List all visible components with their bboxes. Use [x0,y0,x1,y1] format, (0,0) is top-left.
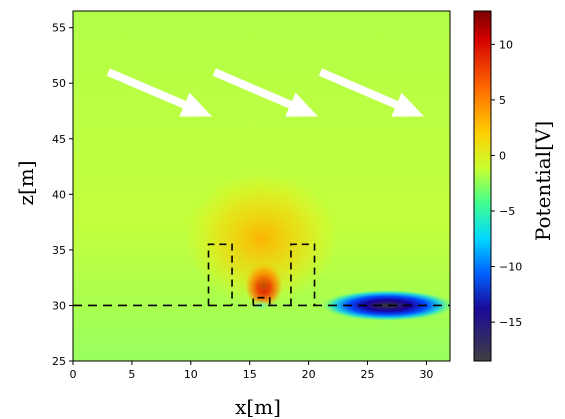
y-tick-label: 45 [52,133,66,146]
wind-arrow-2 [212,68,319,117]
y-axis-label: z[m] [14,160,38,205]
colorbar-tick-label: −15 [499,316,522,329]
colorbar-tick-label: 0 [499,149,506,162]
colorbar-label: Potential[V] [531,121,555,241]
x-tick-label: 25 [361,368,375,381]
colorbar-ticks: 10 5 0 −5 −10 −15 [491,38,522,329]
x-tick-label: 10 [184,368,198,381]
x-tick-label: 30 [419,368,433,381]
heatmap-feature-warm-region [184,172,339,306]
colorbar-tick-label: 10 [499,38,513,51]
colorbar-tick-label: −5 [499,205,515,218]
y-tick-label: 55 [52,22,66,35]
x-tick-label: 20 [302,368,316,381]
colorbar [473,10,492,362]
plot-area [73,11,450,361]
heatmap-features [184,172,450,321]
wind-arrow-1 [106,68,213,117]
building-outline-1 [207,243,233,306]
y-axis-ticks: 25 30 35 40 45 50 55 [52,22,73,368]
x-axis-ticks: 0 5 10 15 20 25 30 [70,361,433,381]
x-tick-label: 0 [70,368,77,381]
colorbar-tick-label: 5 [499,94,506,107]
colorbar-tick-label: −10 [499,261,522,274]
y-tick-label: 35 [52,244,66,257]
y-tick-label: 50 [52,77,66,90]
x-axis-label: x[m] [235,395,281,419]
y-tick-label: 30 [52,299,66,312]
wind-arrow-3 [318,68,425,117]
x-tick-label: 5 [128,368,135,381]
building-outline-3 [252,296,271,306]
y-tick-label: 25 [52,355,66,368]
overlay-lines [73,243,450,307]
heatmap-feature-negative-region [321,289,450,321]
plot-frame [72,10,451,362]
wind-arrows [106,68,425,117]
y-tick-label: 40 [52,188,66,201]
building-outline-2 [290,243,316,306]
x-tick-label: 15 [243,368,257,381]
